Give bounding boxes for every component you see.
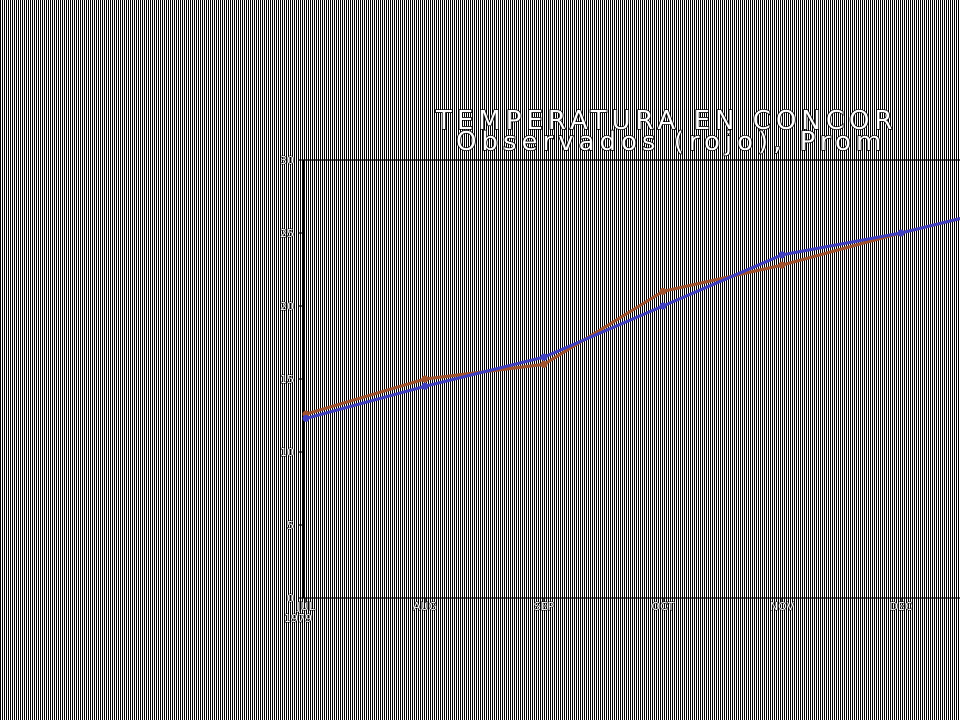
series-point-1 xyxy=(778,261,786,269)
y-tick-label: 25 xyxy=(280,227,294,240)
x-year-label: 1979 xyxy=(284,612,312,625)
x-tick-group: JUL AUG SEP OCT NOV DEC xyxy=(296,598,913,614)
chart-title: TEMPERATURA EN CONCOR xyxy=(435,106,898,136)
x-tick-label: JUL xyxy=(296,600,315,613)
x-tick-label: SEP xyxy=(534,600,555,613)
series-line-2 xyxy=(305,216,960,420)
x-tick-label: DEC xyxy=(889,600,912,613)
series-point-2 xyxy=(897,229,905,237)
axes xyxy=(303,159,960,599)
y-tick-label: 30 xyxy=(280,154,294,167)
y-tick-label: 10 xyxy=(280,446,294,459)
series-point-2 xyxy=(421,382,429,390)
y-tick-label: 0 xyxy=(287,592,294,605)
chart-subtitle: Observados (rojo), Prom xyxy=(456,127,886,157)
series-line-1 xyxy=(305,216,960,416)
series-layer xyxy=(302,216,960,422)
x-tick-label: OCT xyxy=(651,600,674,613)
series-point-1 xyxy=(540,360,548,368)
series-point-2 xyxy=(778,251,786,259)
chart-title-group: TEMPERATURA EN CONCOR Observados (rojo),… xyxy=(434,105,898,158)
series-point-2 xyxy=(659,302,667,310)
series-point-2 xyxy=(302,414,310,422)
series-point-1 xyxy=(659,287,667,295)
y-tick-group: 0 5 10 15 20 25 30 xyxy=(280,154,304,606)
y-tick-label: 20 xyxy=(280,300,294,313)
y-tick-label: 15 xyxy=(280,373,294,386)
x-tick-label: NOV xyxy=(770,600,795,613)
x-tick-label: AUG xyxy=(413,600,437,613)
series-point-2 xyxy=(540,353,548,361)
y-tick-label: 5 xyxy=(287,519,294,532)
series-point-1 xyxy=(421,375,429,383)
